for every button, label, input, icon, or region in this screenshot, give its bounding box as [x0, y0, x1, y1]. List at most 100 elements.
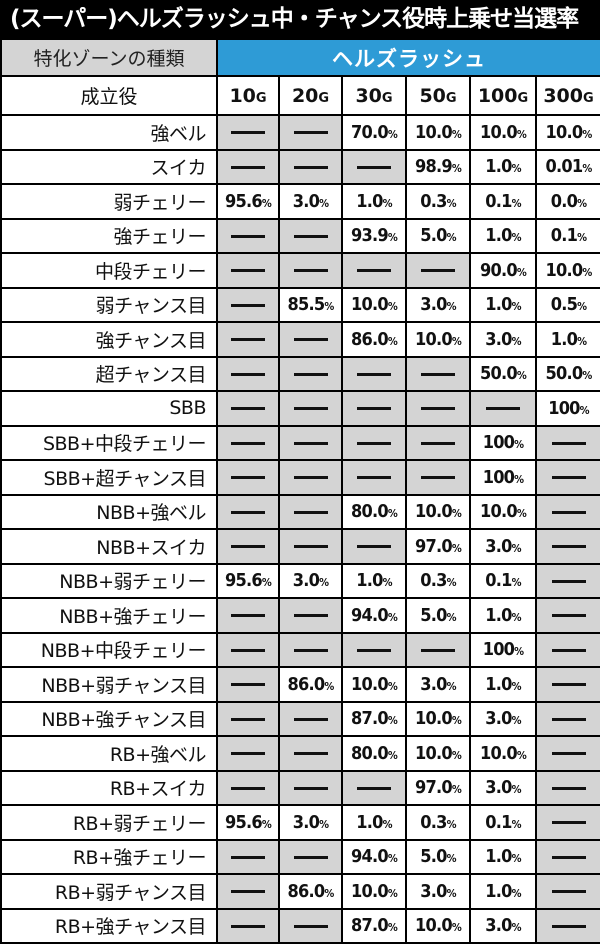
dash-mark — [551, 786, 586, 790]
dash-mark — [551, 855, 586, 859]
dash-mark — [357, 165, 391, 169]
no-value-cell — [216, 907, 280, 944]
table-row: NBB+弱チャンス目 86.0% 10.0% 3.0% 1.0% — [0, 666, 600, 703]
game-count: 20 — [291, 84, 319, 107]
role-name: NBB+弱チャンス目 — [0, 666, 218, 703]
rate-cell: 0.3% — [405, 804, 471, 841]
game-count: 10 — [229, 84, 256, 107]
percent-sign: % — [387, 231, 398, 245]
rate-value: 1.0 — [485, 156, 512, 178]
percent-sign: % — [511, 541, 522, 555]
percent-sign: % — [582, 265, 592, 279]
table-body: 強ベル 70.0% 10.0% 10.0% 10.0% スイカ 98.9% 1.0% 0.01%… — [0, 114, 600, 944]
role-name: 中段チェリー — [0, 252, 218, 289]
table-row: RB+強チャンス目 87.0% 10.0% 3.0% — [0, 907, 600, 944]
rate-cell: 80.0% — [341, 493, 407, 530]
role-name: RB+弱チャンス目 — [0, 873, 218, 910]
percent-sign: % — [511, 921, 522, 935]
rate-cell: 5.0% — [405, 838, 471, 875]
rate-cell: 94.0% — [341, 838, 407, 875]
rate-cell: 50.0% — [535, 355, 600, 392]
percent-sign: % — [514, 645, 524, 659]
no-value-cell — [216, 700, 280, 737]
role-name: SBB+超チャンス目 — [0, 459, 218, 496]
rate-value: 3.0 — [420, 294, 447, 316]
rate-cell: 3.0% — [405, 286, 471, 323]
rate-cell: 1.0% — [469, 838, 537, 875]
percent-sign: % — [577, 300, 587, 314]
role-name: 弱チャンス目 — [0, 286, 218, 323]
dash-mark — [231, 234, 265, 238]
rate-cell: 10.0% — [535, 114, 600, 151]
dash-mark — [551, 441, 586, 445]
rate-cell: 10.0% — [469, 735, 537, 772]
rate-value: 5.0 — [420, 225, 447, 247]
no-value-cell — [535, 873, 600, 910]
no-value-cell — [535, 528, 600, 565]
rate-cell: 5.0% — [405, 597, 471, 634]
dash-mark — [293, 924, 328, 928]
rate-value: 3.0 — [485, 535, 512, 557]
role-name: NBB+強チェリー — [0, 597, 218, 634]
rate-cell: 1.0% — [469, 148, 537, 185]
dash-mark — [231, 924, 265, 928]
percent-sign: % — [451, 127, 462, 141]
dash-mark — [293, 165, 328, 169]
rate-value: 80.0 — [351, 501, 389, 523]
no-value-cell — [341, 424, 407, 461]
game-unit: G — [318, 90, 330, 106]
table-row: 強ベル 70.0% 10.0% 10.0% 10.0% — [0, 114, 600, 151]
percent-sign: % — [451, 714, 462, 728]
rate-cell: 95.6% — [216, 562, 280, 599]
rate-cell: 86.0% — [278, 666, 343, 703]
role-name: 強ベル — [0, 114, 218, 151]
no-value-cell — [535, 804, 600, 841]
rate-value: 10.0 — [351, 880, 389, 902]
percent-sign: % — [511, 886, 522, 900]
rate-cell: 3.0% — [469, 528, 537, 565]
percent-sign: % — [319, 817, 329, 831]
percent-sign: % — [382, 817, 393, 831]
rate-cell: 10.0% — [405, 907, 471, 944]
zone-type-value: ヘルズラッシュ — [216, 38, 600, 77]
role-name: 超チャンス目 — [0, 355, 218, 392]
percent-sign: % — [582, 369, 592, 383]
rate-value: 1.0 — [485, 846, 512, 868]
rate-cell: 95.6% — [216, 183, 280, 220]
percent-sign: % — [387, 610, 398, 624]
no-value-cell — [216, 355, 280, 392]
no-value-cell — [278, 114, 343, 151]
no-value-cell — [341, 355, 407, 392]
percent-sign: % — [514, 438, 524, 452]
no-value-cell — [216, 459, 280, 496]
game-count: 100 — [477, 84, 518, 107]
role-name: スイカ — [0, 148, 218, 185]
dash-mark — [293, 407, 328, 411]
no-value-cell — [535, 631, 600, 668]
no-value-cell — [278, 631, 343, 668]
no-value-cell — [216, 838, 280, 875]
rate-value: 3.0 — [485, 777, 512, 799]
table-row: 強チェリー 93.9% 5.0% 1.0% 0.1% — [0, 217, 600, 254]
table-row: NBB+弱チェリー 95.6% 3.0% 1.0% 0.3% 0.1% — [0, 562, 600, 599]
rate-cell: 85.5% — [278, 286, 343, 323]
rate-cell: 98.9% — [405, 148, 471, 185]
no-value-cell — [341, 459, 407, 496]
dash-mark — [231, 855, 265, 859]
percent-sign: % — [511, 300, 522, 314]
role-name: SBB+中段チェリー — [0, 424, 218, 461]
rate-value: 0.3 — [420, 190, 447, 212]
percent-sign: % — [387, 679, 398, 693]
rate-cell: 0.01% — [535, 148, 600, 185]
dash-mark — [357, 269, 391, 273]
rate-cell: 100% — [469, 424, 537, 461]
game-unit: G — [517, 90, 529, 106]
dash-mark — [293, 510, 328, 514]
rate-value: 87.0 — [351, 915, 389, 937]
dash-mark — [231, 303, 265, 307]
dash-mark — [231, 131, 265, 135]
dash-mark — [231, 545, 265, 549]
dash-mark — [357, 476, 391, 480]
rate-value: 10.0 — [480, 501, 518, 523]
dash-mark — [357, 648, 391, 652]
